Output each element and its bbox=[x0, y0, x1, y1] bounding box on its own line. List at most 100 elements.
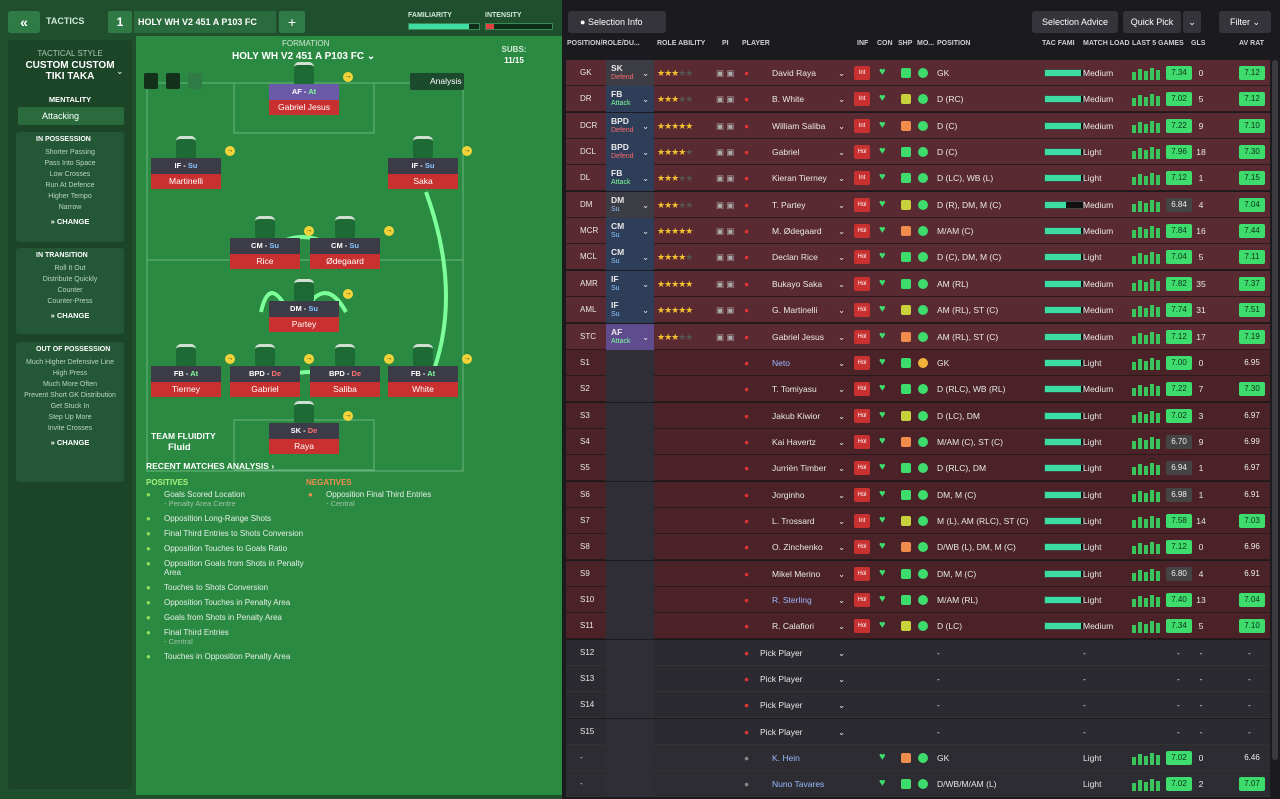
player-name-cell[interactable]: R. Sterling bbox=[772, 595, 812, 605]
player-role-label[interactable]: CM - Su bbox=[310, 238, 380, 254]
player-role-label[interactable]: FB - At bbox=[388, 366, 458, 382]
header-shp[interactable]: SHP bbox=[898, 40, 913, 47]
header-last-5-games[interactable]: LAST 5 GAMES bbox=[1132, 40, 1184, 47]
player-name[interactable]: Partey bbox=[269, 317, 339, 332]
player-dropdown-icon[interactable]: ⌄ bbox=[838, 226, 846, 237]
player-dropdown-icon[interactable]: ⌄ bbox=[838, 120, 846, 131]
player-name[interactable]: Tierney bbox=[151, 382, 221, 397]
player-card[interactable]: FB - At White bbox=[388, 366, 458, 397]
header-role-ability[interactable]: ROLE ABILITY bbox=[657, 40, 706, 47]
player-name-cell[interactable]: Kieran Tierney bbox=[772, 173, 827, 184]
chevron-down-icon[interactable]: ⌄ bbox=[642, 199, 650, 210]
player-name-cell[interactable]: Gabriel bbox=[772, 147, 800, 158]
recent-matches-analysis-link[interactable]: RECENT MATCHES ANALYSIS › bbox=[146, 461, 275, 471]
stats-toggle-button[interactable] bbox=[188, 73, 202, 89]
header-player[interactable]: PLAYER bbox=[742, 40, 770, 47]
player-card[interactable]: CM - Su Ødegaard bbox=[310, 238, 380, 269]
table-row[interactable]: DL FB Attack ⌄ ★★★★★ ▣ ▣ ● Kieran Tierney ⌄ Int ♥ D… bbox=[566, 165, 1270, 192]
table-row[interactable]: - ● Nuno Tavares ♥ D/WB/M/AM (L) Light 7.02 2 7.… bbox=[566, 771, 1270, 798]
table-row[interactable]: S1 ● Neto ⌄ Hol ♥ GK Light 7.00 0 6.95 bbox=[566, 349, 1270, 376]
table-row[interactable]: S15 ● Pick Player ⌄ - - - - - bbox=[566, 718, 1270, 745]
player-dropdown-icon[interactable]: ⌄ bbox=[838, 384, 846, 395]
player-instructions-icon[interactable]: ▣ ▣ bbox=[716, 331, 735, 342]
player-dropdown-icon[interactable]: ⌄ bbox=[838, 542, 846, 553]
player-dropdown-icon[interactable]: ⌄ bbox=[838, 252, 846, 263]
header-match-load[interactable]: MATCH LOAD bbox=[1083, 40, 1130, 47]
chevron-down-icon[interactable]: ⌄ bbox=[642, 147, 650, 158]
player-card[interactable]: AF - At Gabriel Jesus bbox=[269, 84, 339, 115]
player-card[interactable]: SK - De Raya bbox=[269, 423, 339, 454]
role-duty-cell[interactable]: FB Attack bbox=[606, 165, 654, 192]
player-instructions-icon[interactable]: ▣ ▣ bbox=[716, 252, 735, 263]
table-row[interactable]: AML IF Su ⌄ ★★★★★ ▣ ▣ ● G. Martinelli ⌄ Hol ♥ AM (R… bbox=[566, 297, 1270, 324]
tactic-slot-number[interactable]: 1 bbox=[108, 11, 132, 33]
player-instructions-icon[interactable]: ▣ ▣ bbox=[716, 94, 735, 105]
header-tac-fami[interactable]: TAC FAMI bbox=[1042, 40, 1075, 47]
player-dropdown-icon[interactable]: ⌄ bbox=[838, 726, 846, 737]
player-role-label[interactable]: BPD - De bbox=[230, 366, 300, 382]
table-row[interactable]: S13 ● Pick Player ⌄ - - - - - bbox=[566, 666, 1270, 693]
player-name-cell[interactable]: Pick Player bbox=[760, 674, 803, 685]
player-name-cell[interactable]: Jurriën Timber bbox=[772, 463, 827, 474]
player-dropdown-icon[interactable]: ⌄ bbox=[838, 700, 846, 711]
player-card[interactable]: IF - Su Martinelli bbox=[151, 158, 221, 189]
selection-info-button[interactable]: ● Selection Info bbox=[568, 11, 666, 33]
table-row[interactable]: GK SK Defend ⌄ ★★★★★ ▣ ▣ ● David Raya ⌄ Int ♥ GK Med… bbox=[566, 60, 1270, 86]
player-instructions-icon[interactable]: ▣ ▣ bbox=[716, 278, 735, 289]
player-name-cell[interactable]: Nuno Tavares bbox=[772, 779, 825, 790]
player-name-cell[interactable]: Jakub Kiwior bbox=[772, 410, 821, 421]
player-name-cell[interactable]: T. Partey bbox=[772, 199, 806, 210]
table-row[interactable]: S4 ● Kai Havertz ⌄ Hol ♥ M/AM (C), ST (C) Light… bbox=[566, 428, 1270, 455]
table-scrollbar[interactable] bbox=[1272, 60, 1278, 760]
player-dropdown-icon[interactable]: ⌄ bbox=[838, 621, 846, 632]
player-name-cell[interactable]: K. Hein bbox=[772, 753, 800, 764]
quick-pick-chevron-icon[interactable]: ⌄ bbox=[1183, 11, 1201, 33]
header-av-rat[interactable]: AV RAT bbox=[1239, 40, 1265, 47]
player-name[interactable]: Martinelli bbox=[151, 174, 221, 189]
player-role-label[interactable]: AF - At bbox=[269, 84, 339, 100]
table-row[interactable]: S12 ● Pick Player ⌄ - - - - - bbox=[566, 639, 1270, 666]
player-dropdown-icon[interactable]: ⌄ bbox=[838, 515, 846, 526]
player-card[interactable]: CM - Su Rice bbox=[230, 238, 300, 269]
player-role-label[interactable]: IF - Su bbox=[388, 158, 458, 174]
player-name-cell[interactable]: R. Calafiori bbox=[772, 621, 815, 632]
role-duty-cell[interactable]: BPD Defend bbox=[606, 112, 654, 139]
player-name-cell[interactable]: M. Ødegaard bbox=[772, 226, 822, 237]
table-row[interactable]: AMR IF Su ⌄ ★★★★★ ▣ ▣ ● Bukayo Saka ⌄ Hol ♥ AM (RL)… bbox=[566, 270, 1270, 297]
player-dropdown-icon[interactable]: ⌄ bbox=[838, 331, 846, 342]
table-row[interactable]: S7 ● L. Trossard ⌄ Int ♥ M (L), AM (RLC), ST (… bbox=[566, 507, 1270, 534]
player-instructions-icon[interactable]: ▣ ▣ bbox=[716, 199, 735, 210]
table-row[interactable]: S14 ● Pick Player ⌄ - - - - - bbox=[566, 692, 1270, 719]
player-name[interactable]: Gabriel Jesus bbox=[269, 100, 339, 115]
header-pi[interactable]: PI bbox=[722, 40, 729, 47]
player-dropdown-icon[interactable]: ⌄ bbox=[838, 410, 846, 421]
chevron-down-icon[interactable]: ⌄ bbox=[642, 226, 650, 237]
player-name-cell[interactable]: David Raya bbox=[772, 68, 816, 78]
player-name-cell[interactable]: Pick Player bbox=[760, 726, 803, 737]
role-duty-cell[interactable]: CM Su bbox=[606, 244, 654, 271]
table-row[interactable]: DCL BPD Defend ⌄ ★★★★★ ▣ ▣ ● Gabriel ⌄ Hol ♥ D (C) L… bbox=[566, 139, 1270, 166]
chevron-down-icon[interactable]: ⌄ bbox=[642, 252, 650, 263]
player-name[interactable]: Gabriel bbox=[230, 382, 300, 397]
tactical-style-value[interactable]: CUSTOM CUSTOM TIKI TAKA bbox=[25, 60, 115, 82]
player-instructions-icon[interactable]: ▣ ▣ bbox=[716, 305, 735, 316]
role-duty-cell[interactable]: IF Su bbox=[606, 297, 654, 324]
player-card[interactable]: IF - Su Saka bbox=[388, 158, 458, 189]
change-transition-button[interactable]: » CHANGE bbox=[50, 311, 90, 320]
player-role-label[interactable]: SK - De bbox=[269, 423, 339, 439]
table-row[interactable]: S5 ● Jurriën Timber ⌄ Hol ♥ D (RLC), DM Light 6.… bbox=[566, 455, 1270, 482]
chevron-down-icon[interactable]: ⌄ bbox=[642, 94, 650, 105]
role-duty-cell[interactable]: BPD Defend bbox=[606, 139, 654, 166]
chevron-down-icon[interactable]: ⌄ bbox=[642, 173, 650, 184]
player-card[interactable]: FB - At Tierney bbox=[151, 366, 221, 397]
role-duty-cell[interactable]: AF Attack bbox=[606, 323, 654, 350]
player-instructions-icon[interactable]: ▣ ▣ bbox=[716, 226, 735, 237]
mentality-dropdown[interactable]: Attacking bbox=[18, 107, 124, 125]
player-role-label[interactable]: FB - At bbox=[151, 366, 221, 382]
role-duty-cell[interactable]: CM Su bbox=[606, 218, 654, 245]
table-row[interactable]: DCR BPD Defend ⌄ ★★★★★ ▣ ▣ ● William Saliba ⌄ Int… bbox=[566, 112, 1270, 139]
player-name-cell[interactable]: Bukayo Saka bbox=[772, 278, 823, 289]
chevron-down-icon[interactable]: ⌄ bbox=[642, 331, 650, 342]
player-name-cell[interactable]: Gabriel Jesus bbox=[772, 331, 824, 342]
header-position-role[interactable]: POSITION/ROLE/DU... bbox=[567, 40, 640, 47]
